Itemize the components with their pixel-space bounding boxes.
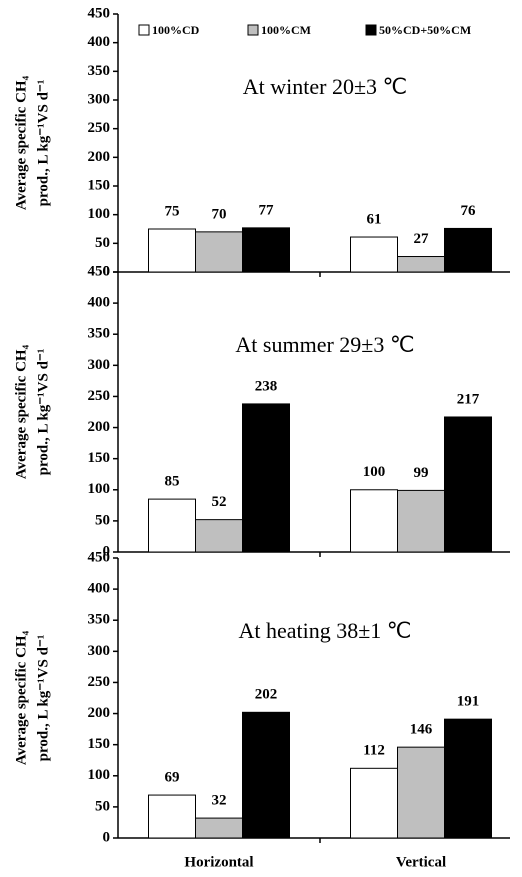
bar (148, 228, 196, 273)
y-tick-label: 50 (95, 235, 110, 251)
bar (397, 746, 445, 839)
y-tick-label: 100 (88, 481, 111, 497)
bar (195, 231, 243, 273)
legend-label: 50%CD+50%CM (379, 23, 471, 37)
y-tick-label: 400 (88, 295, 111, 311)
y-tick-label: 150 (88, 450, 111, 466)
bar (242, 403, 290, 553)
bar (444, 416, 492, 553)
y-tick-label: 250 (88, 388, 111, 404)
legend-swatch (247, 24, 259, 36)
legend-swatch (138, 24, 150, 36)
bar (148, 498, 196, 553)
y-tick-label: 200 (88, 705, 111, 721)
y-tick-label: 250 (88, 674, 111, 690)
bar (148, 794, 196, 839)
value-label: 70 (212, 206, 227, 222)
y-tick-label: 100 (88, 206, 111, 222)
legend-label: 100%CD (152, 23, 200, 37)
value-label: 99 (414, 465, 429, 481)
y-tick-label: 200 (88, 149, 111, 165)
legend-swatch (365, 24, 377, 36)
y-tick-label: 450 (88, 263, 111, 279)
chart-title: At winter 20±3 ℃ (243, 74, 407, 99)
value-label: 76 (461, 203, 477, 219)
value-label: 100 (363, 464, 386, 480)
x-tick-label: Horizontal (184, 854, 253, 870)
y-tick-label: 450 (88, 549, 111, 565)
value-label: 146 (410, 722, 433, 738)
bar (350, 489, 398, 553)
value-label: 52 (212, 494, 227, 510)
y-tick-label: 400 (88, 581, 111, 597)
bar (195, 817, 243, 839)
y-tick-label: 350 (88, 326, 111, 342)
y-tick-label: 50 (95, 512, 110, 528)
bar (397, 256, 445, 273)
value-label: 69 (165, 770, 180, 786)
y-tick-label: 150 (88, 736, 111, 752)
y-tick-label: 450 (88, 5, 111, 21)
y-tick-label: 300 (88, 357, 111, 373)
value-label: 85 (165, 474, 180, 490)
y-tick-label: 0 (103, 829, 111, 845)
y-axis-label: prod., L kg⁻¹VS d⁻¹ (35, 349, 51, 476)
bar (444, 227, 492, 273)
chart-title: At heating 38±1 ℃ (238, 618, 411, 643)
x-tick-label: Vertical (396, 854, 446, 870)
y-axis-label: prod., L kg⁻¹VS d⁻¹ (35, 635, 51, 762)
y-axis-label: prod., L kg⁻¹VS d⁻¹ (35, 80, 51, 207)
y-tick-label: 0 (103, 263, 111, 279)
value-label: 61 (367, 211, 382, 227)
y-axis-label: Average specific CH₄ (13, 630, 29, 765)
value-label: 217 (457, 391, 480, 407)
value-label: 238 (255, 378, 278, 394)
value-label: 32 (212, 793, 227, 809)
y-tick-label: 300 (88, 91, 111, 107)
y-tick-label: 150 (88, 177, 111, 193)
bar (350, 767, 398, 839)
value-label: 77 (259, 202, 275, 218)
bar (444, 718, 492, 839)
y-tick-label: 100 (88, 767, 111, 783)
value-label: 202 (255, 687, 278, 703)
value-label: 191 (457, 694, 480, 710)
chart-title: At summer 29±3 ℃ (235, 332, 414, 357)
value-label: 112 (363, 743, 385, 759)
y-tick-label: 350 (88, 63, 111, 79)
y-tick-label: 300 (88, 643, 111, 659)
bar (242, 227, 290, 273)
bar (242, 711, 290, 839)
value-label: 75 (165, 203, 180, 219)
y-tick-label: 400 (88, 34, 111, 50)
y-axis-label: Average specific CH₄ (13, 75, 29, 210)
bar (397, 489, 445, 553)
y-tick-label: 0 (103, 543, 111, 559)
value-label: 27 (414, 231, 430, 247)
y-tick-label: 350 (88, 612, 111, 628)
y-tick-label: 250 (88, 120, 111, 136)
bar (350, 236, 398, 273)
y-tick-label: 200 (88, 419, 111, 435)
y-tick-label: 50 (95, 798, 110, 814)
legend-label: 100%CM (261, 23, 311, 37)
y-axis-label: Average specific CH₄ (13, 344, 29, 479)
bar (195, 519, 243, 553)
